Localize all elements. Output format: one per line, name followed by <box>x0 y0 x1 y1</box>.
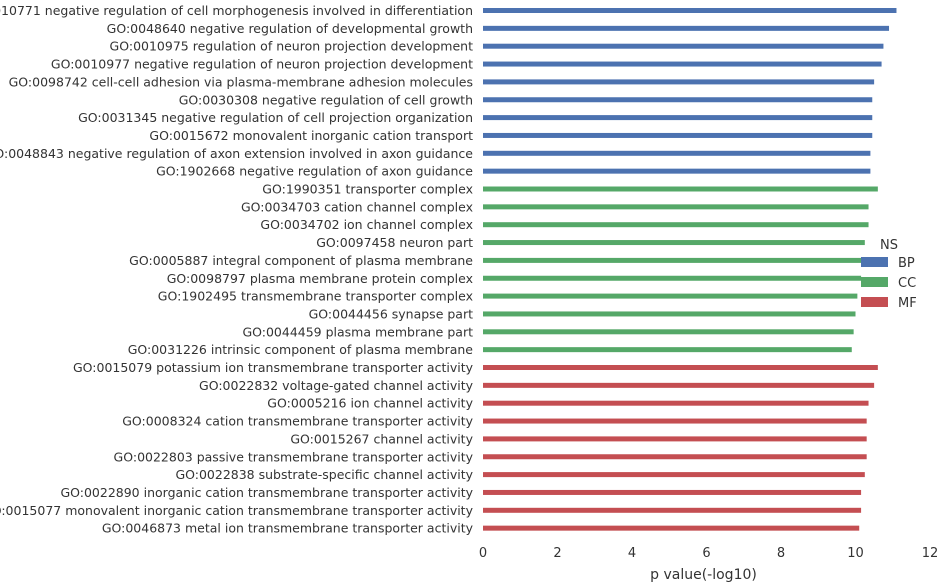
category-label: GO:0022838 substrate-specific channel ac… <box>175 467 473 482</box>
x-tick-label: 8 <box>777 546 785 561</box>
bar-mf <box>483 489 862 495</box>
bar-cc <box>483 293 858 299</box>
category-labels-group: GO:0010771 negative regulation of cell m… <box>0 3 474 536</box>
bar-cc <box>483 204 869 210</box>
x-tick-label: 2 <box>553 546 561 561</box>
bar-cc <box>483 275 862 281</box>
category-label: GO:0034703 cation channel complex <box>241 199 473 214</box>
category-label: GO:0098797 plasma membrane protein compl… <box>167 271 473 286</box>
bar-cc <box>483 347 852 353</box>
bar-bp <box>483 132 873 138</box>
category-label: GO:0031226 intrinsic component of plasma… <box>128 342 474 357</box>
category-label: GO:0022832 voltage-gated channel activit… <box>199 378 474 393</box>
category-label: GO:0046873 metal ion transmembrane trans… <box>102 521 474 536</box>
category-label: GO:0005887 integral component of plasma … <box>129 253 473 268</box>
category-label: GO:0010975 regulation of neuron projecti… <box>110 39 474 54</box>
category-label: GO:0015077 monovalent inorganic cation t… <box>0 503 474 518</box>
category-label: GO:1902495 transmembrane transporter com… <box>158 289 473 304</box>
category-label: GO:0022803 passive transmembrane transpo… <box>114 449 474 464</box>
category-label: GO:0034702 ion channel complex <box>260 217 473 232</box>
bar-bp <box>483 61 882 67</box>
x-tick-label: 0 <box>479 546 487 561</box>
bar-bp <box>483 79 875 85</box>
category-label: GO:0010977 negative regulation of neuron… <box>51 57 473 72</box>
bar-mf <box>483 365 878 370</box>
bar-mf <box>483 400 869 406</box>
category-label: GO:0044456 synapse part <box>309 306 473 321</box>
category-label: GO:0097458 neuron part <box>316 235 473 250</box>
x-tick-label: 6 <box>702 546 710 561</box>
bars-group <box>483 8 897 531</box>
bar-mf <box>483 418 867 424</box>
bar-bp <box>483 25 890 31</box>
legend-label-bp: BP <box>898 256 915 271</box>
category-label: GO:0015079 potassium ion transmembrane t… <box>73 360 474 375</box>
legend-swatch-bp <box>861 257 888 267</box>
category-label: GO:0015672 monovalent inorganic cation t… <box>149 128 473 143</box>
bar-bp <box>483 8 897 13</box>
category-label: GO:0010771 negative regulation of cell m… <box>0 3 473 18</box>
bar-cc <box>483 257 863 263</box>
bar-cc <box>483 329 854 335</box>
bar-mf <box>483 507 862 513</box>
category-label: GO:0008324 cation transmembrane transpor… <box>122 414 473 429</box>
category-label: GO:0031345 negative regulation of cell p… <box>78 110 473 125</box>
category-label: GO:0048640 negative regulation of develo… <box>107 21 473 36</box>
legend-label-cc: CC <box>898 276 916 291</box>
bar-bp <box>483 168 871 174</box>
x-tick-label: 4 <box>628 546 636 561</box>
category-label: GO:0044459 plasma membrane part <box>242 324 473 339</box>
category-label: GO:0098742 cell-cell adhesion via plasma… <box>9 74 473 89</box>
category-label: GO:0005216 ion channel activity <box>267 396 473 411</box>
x-axis-ticks-group: 0 2 4 6 8 10 12 <box>479 546 938 561</box>
bar-cc <box>483 240 865 246</box>
bar-bp <box>483 97 873 103</box>
bar-cc <box>483 186 878 192</box>
legend-swatch-mf <box>861 297 888 307</box>
legend: NS BP CC MF <box>861 238 917 311</box>
category-label: GO:0022890 inorganic cation transmembran… <box>60 485 473 500</box>
x-tick-label: 10 <box>847 546 864 561</box>
bar-bp <box>483 150 871 156</box>
x-tick-label: 12 <box>922 546 939 561</box>
category-label: GO:0048843 negative regulation of axon e… <box>0 146 473 161</box>
category-label: GO:0030308 negative regulation of cell g… <box>179 92 473 107</box>
x-axis-title: p value(-log10) <box>650 567 757 583</box>
category-label: GO:0015267 channel activity <box>290 431 473 446</box>
bar-bp <box>483 43 884 49</box>
legend-swatch-cc <box>861 277 888 287</box>
bar-bp <box>483 115 873 121</box>
bar-mf <box>483 454 867 460</box>
bar-cc <box>483 222 869 228</box>
bar-cc <box>483 311 856 317</box>
category-label: GO:1990351 transporter complex <box>262 182 473 197</box>
legend-title: NS <box>880 238 898 253</box>
bar-mf <box>483 382 875 388</box>
category-label: GO:1902668 negative regulation of axon g… <box>156 164 473 179</box>
bar-mf <box>483 436 867 442</box>
bar-mf <box>483 472 865 478</box>
bar-mf <box>483 525 860 531</box>
legend-label-mf: MF <box>898 296 917 311</box>
